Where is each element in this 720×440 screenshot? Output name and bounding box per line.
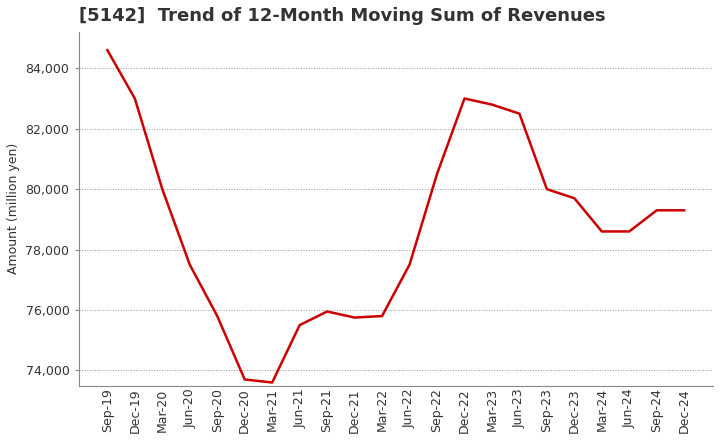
Y-axis label: Amount (million yen): Amount (million yen) bbox=[7, 143, 20, 275]
Text: [5142]  Trend of 12-Month Moving Sum of Revenues: [5142] Trend of 12-Month Moving Sum of R… bbox=[78, 7, 605, 25]
